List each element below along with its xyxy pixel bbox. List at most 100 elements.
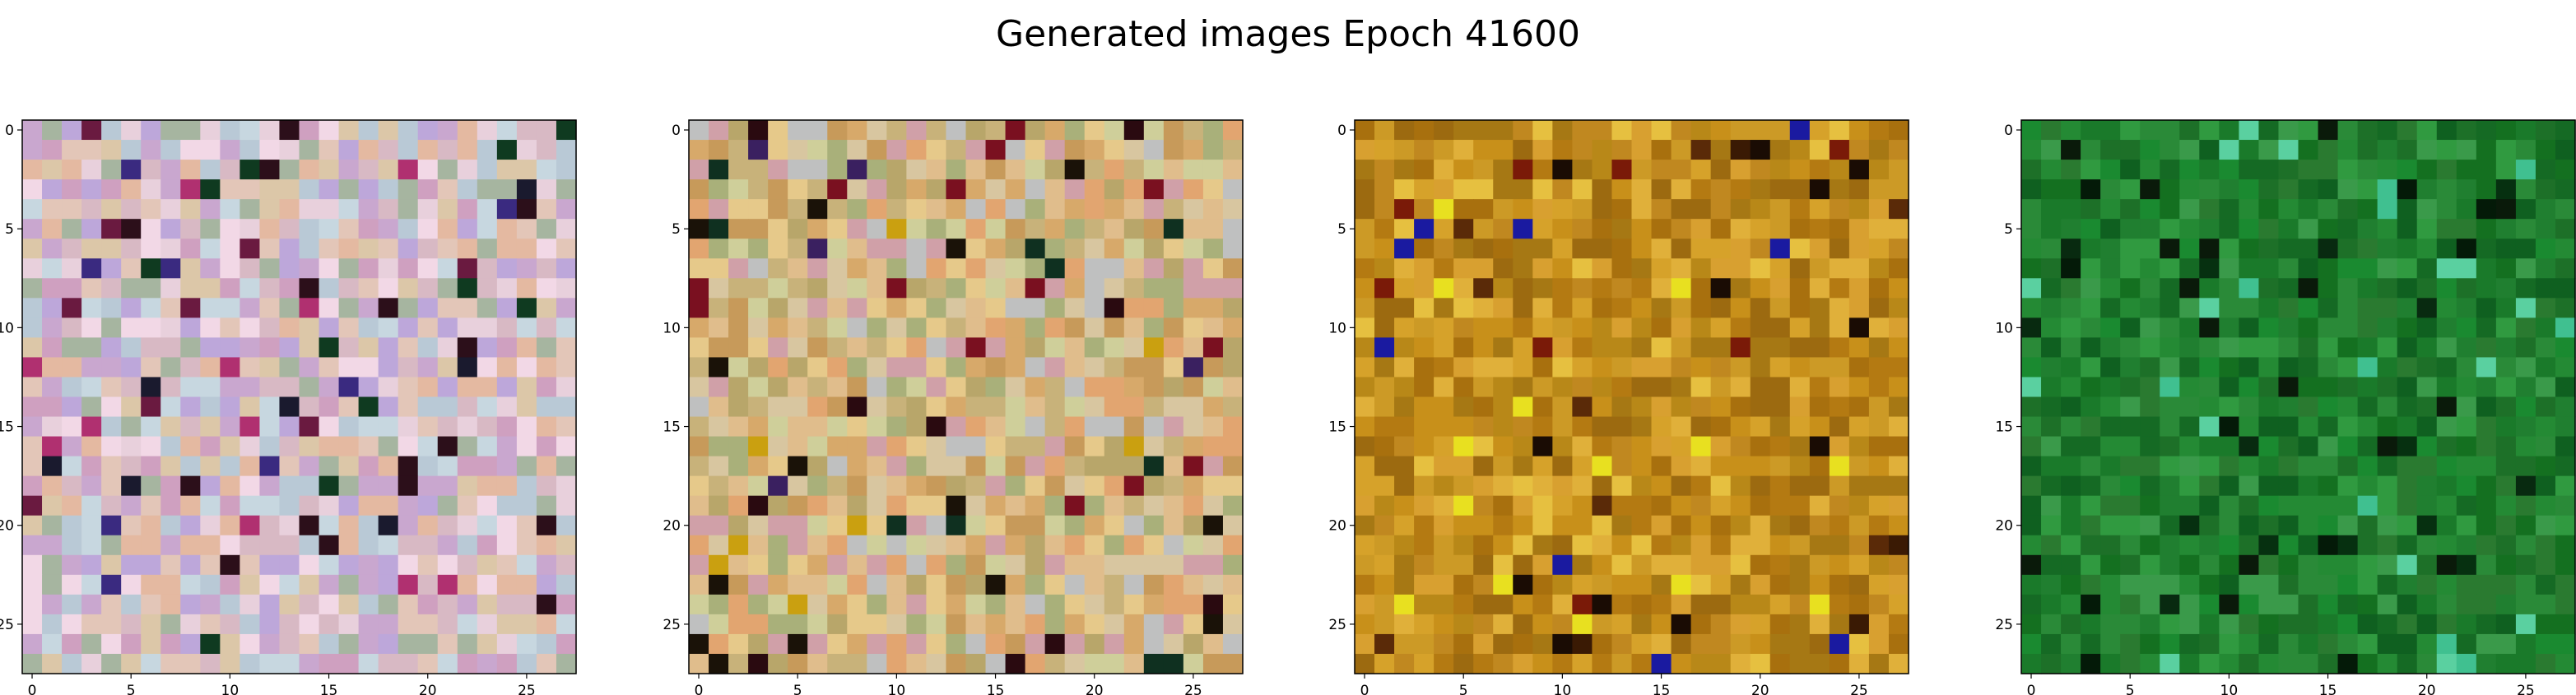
pixel: [1611, 396, 1633, 418]
pixel: [1453, 633, 1474, 655]
pixel: [1572, 120, 1593, 141]
pixel: [1730, 219, 1751, 239]
pixel: [886, 475, 907, 497]
pixel: [1163, 317, 1184, 338]
pixel: [2436, 554, 2457, 576]
pixel: [827, 515, 848, 536]
pixel: [299, 337, 320, 359]
pixel: [81, 120, 102, 141]
pixel: [239, 614, 261, 635]
pixel: [728, 377, 749, 398]
pixel: [42, 219, 63, 239]
pixel: [2298, 337, 2319, 359]
pixel: [2258, 653, 2280, 674]
pixel: [1513, 554, 1533, 576]
pixel: [299, 535, 320, 556]
pixel: [1044, 574, 1066, 595]
pixel: [689, 377, 709, 398]
pixel: [1434, 535, 1454, 556]
pixel: [2555, 436, 2576, 457]
pixel: [437, 258, 458, 279]
pixel: [200, 416, 221, 438]
pixel: [1123, 633, 1145, 655]
pixel: [1809, 475, 1830, 497]
pixel: [1355, 574, 1375, 595]
pixel: [1809, 653, 1830, 674]
pixel: [121, 653, 142, 674]
pixel: [477, 456, 498, 477]
pixel: [239, 337, 261, 359]
pixel: [2021, 614, 2042, 635]
pixel: [1690, 140, 1712, 160]
pixel: [1473, 456, 1494, 477]
pixel: [847, 436, 867, 457]
pixel: [2278, 416, 2299, 438]
pixel: [1394, 495, 1415, 517]
pixel: [496, 574, 518, 595]
pixel: [1592, 614, 1613, 635]
pixel: [2140, 120, 2160, 141]
pixel: [437, 396, 458, 418]
pixel: [417, 495, 439, 517]
pixel: [2337, 554, 2359, 576]
pixel: [200, 377, 221, 398]
pixel: [1222, 357, 1244, 378]
pixel: [121, 554, 142, 576]
pixel: [748, 436, 769, 457]
pixel: [2061, 239, 2081, 259]
pixel: [1005, 436, 1026, 457]
pixel: [358, 357, 379, 378]
pixel: [319, 199, 340, 220]
pixel: [1434, 337, 1454, 359]
pixel: [299, 179, 320, 200]
pixel: [1104, 357, 1125, 378]
pixel: [2021, 317, 2042, 338]
pixel: [886, 416, 907, 438]
pixel: [2160, 495, 2180, 517]
pixel: [457, 199, 478, 220]
pixel: [556, 633, 577, 655]
pixel: [2199, 574, 2220, 595]
pixel: [81, 239, 102, 259]
pixel: [81, 653, 102, 674]
pixel: [42, 396, 63, 418]
pixel: [2515, 653, 2536, 674]
pixel: [338, 436, 360, 457]
pixel: [847, 219, 867, 239]
pixel: [259, 416, 281, 438]
pixel: [709, 298, 729, 318]
pixel: [1750, 140, 1771, 160]
pixel: [1123, 298, 1145, 318]
pixel: [1848, 179, 1870, 200]
pixel: [847, 594, 867, 615]
pixel: [2515, 337, 2536, 359]
pixel: [2100, 495, 2121, 517]
pixel: [141, 317, 161, 338]
pixel: [2298, 160, 2319, 180]
pixel: [1888, 456, 1909, 477]
pixel: [906, 653, 928, 674]
pixel: [1143, 140, 1165, 160]
pixel: [807, 278, 828, 299]
pixel: [1671, 377, 1692, 398]
pixel: [1374, 199, 1395, 220]
pixel: [709, 396, 729, 418]
pixel: [1005, 239, 1026, 259]
pixel: [1532, 377, 1553, 398]
pixel: [1848, 574, 1870, 595]
pixel: [1552, 179, 1573, 200]
pixel: [1848, 535, 1870, 556]
pixel: [2120, 140, 2141, 160]
pixel: [42, 357, 63, 378]
pixel: [516, 377, 537, 398]
pixel: [1493, 633, 1514, 655]
pixel: [1084, 416, 1105, 438]
pixel: [728, 239, 749, 259]
pixel: [1868, 436, 1890, 457]
pixel: [299, 495, 320, 517]
pixel: [279, 298, 300, 318]
pixel: [1143, 179, 1165, 200]
pixel: [946, 515, 967, 536]
pixel: [1202, 179, 1224, 200]
pixel: [378, 653, 399, 674]
